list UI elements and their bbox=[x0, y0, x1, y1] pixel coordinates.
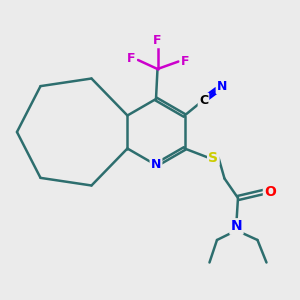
Text: F: F bbox=[153, 34, 162, 47]
Text: N: N bbox=[231, 220, 242, 233]
Text: S: S bbox=[208, 151, 218, 164]
Text: N: N bbox=[151, 158, 161, 172]
Text: O: O bbox=[264, 185, 276, 199]
Text: F: F bbox=[181, 55, 189, 68]
Text: C: C bbox=[199, 94, 208, 107]
Text: N: N bbox=[217, 80, 227, 93]
Text: F: F bbox=[127, 52, 136, 65]
